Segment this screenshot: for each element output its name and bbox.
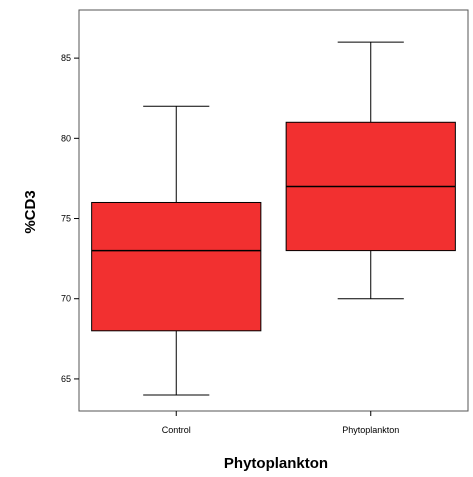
boxes: [91, 41, 456, 396]
x-axis-title: Phytoplankton: [224, 455, 328, 472]
x-axis: Control Phytoplankton: [162, 411, 399, 435]
y-axis: 65 70 75 80 85: [61, 53, 79, 384]
x-tick-label-phytoplankton: Phytoplankton: [342, 425, 399, 435]
box-control: [91, 201, 262, 332]
y-tick-label-85: 85: [61, 53, 71, 63]
y-tick-label-65: 65: [61, 374, 71, 384]
y-axis-title: %CD3: [22, 190, 39, 233]
y-tick-label-75: 75: [61, 214, 71, 224]
y-tick-label-80: 80: [61, 133, 71, 143]
x-tick-label-control: Control: [162, 425, 191, 435]
y-tick-label-70: 70: [61, 294, 71, 304]
